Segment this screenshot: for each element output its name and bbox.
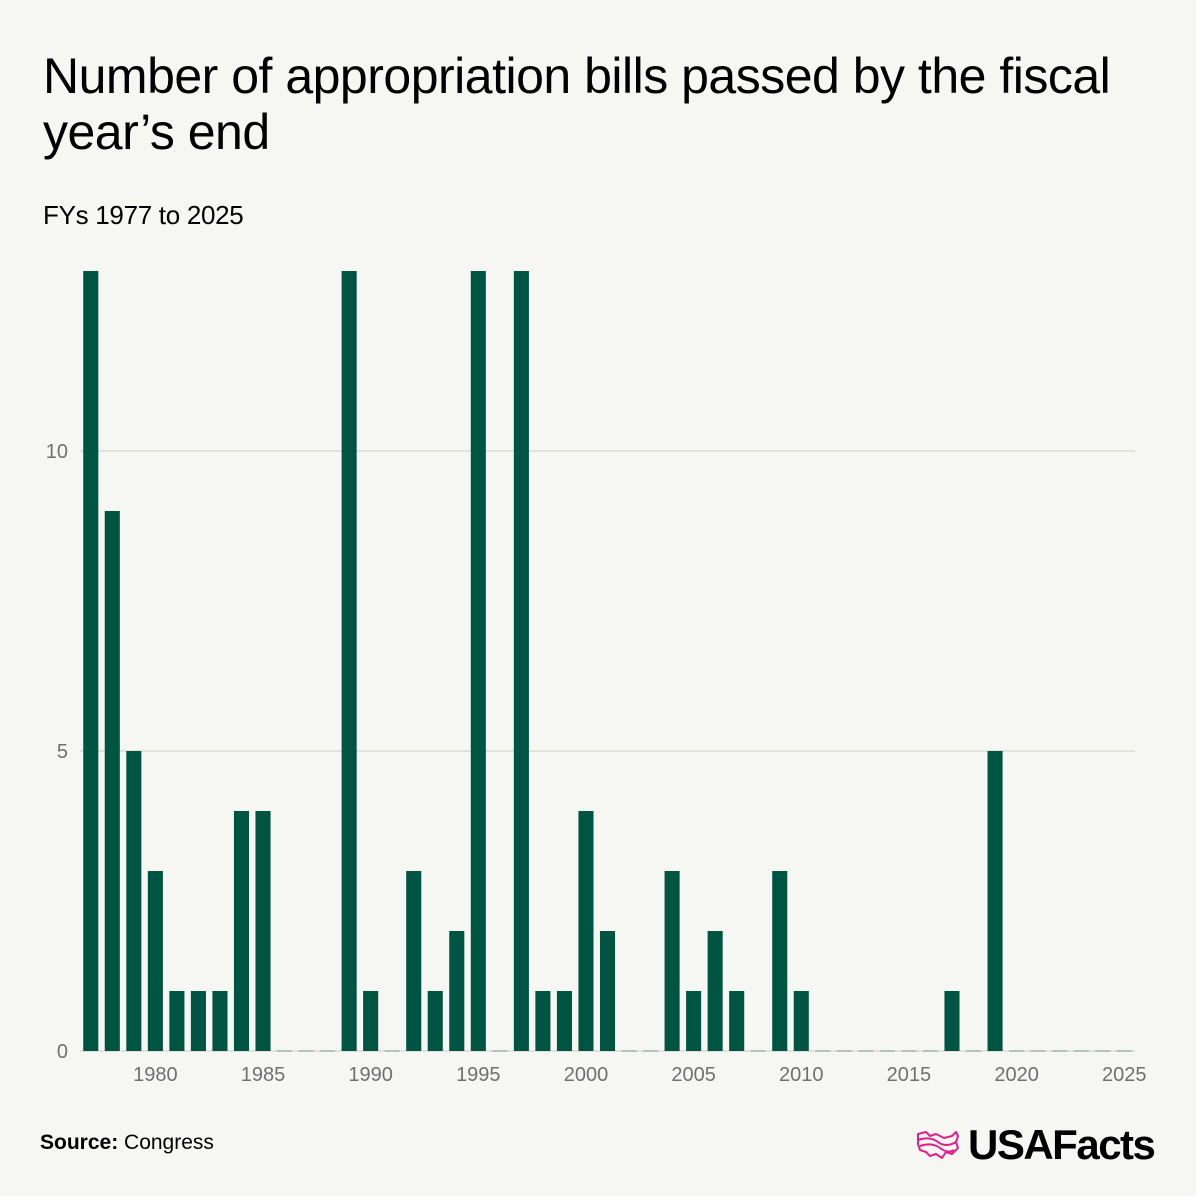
bar-1982 (190, 991, 206, 1051)
bar-2005 (686, 991, 702, 1051)
bar-1979 (126, 751, 142, 1051)
bar-1998 (535, 991, 551, 1051)
chart-title: Number of appropriation bills passed by … (43, 48, 1111, 160)
x-tick-label: 1980 (133, 1064, 178, 1086)
bar-1994 (449, 931, 465, 1051)
bar-2010 (793, 991, 809, 1051)
x-tick-label: 2000 (564, 1064, 609, 1086)
x-tick-label: 2010 (779, 1064, 824, 1086)
logo-text: USAFacts (968, 1121, 1156, 1168)
x-tick-label: 2025 (1102, 1064, 1147, 1086)
x-axis-ticks: 1980 1985 1990 1995 2000 2005 2010 2015 2020 2025 (133, 1064, 1146, 1086)
bar-2019 (987, 751, 1003, 1051)
bar-2009 (772, 871, 788, 1051)
source-value: Congress (124, 1131, 214, 1154)
x-tick-label: 2020 (994, 1064, 1039, 1086)
bar-1995 (470, 271, 486, 1051)
bar-chart: 0 5 10 1980 1985 1990 1995 2000 2005 2010 2015 202… (46, 271, 1146, 1086)
source-label: Source: (40, 1131, 119, 1154)
y-tick-label: 10 (46, 441, 68, 463)
bar-2007 (729, 991, 745, 1051)
x-tick-label: 2005 (671, 1064, 716, 1086)
chart-subtitle: FYs 1977 to 2025 (43, 200, 244, 230)
bars (83, 271, 1132, 1052)
bar-1985 (255, 811, 271, 1051)
bar-1997 (513, 271, 529, 1051)
bar-1984 (233, 811, 250, 1051)
bar-2017 (944, 991, 960, 1051)
x-tick-label: 1985 (241, 1064, 286, 1086)
bar-1981 (169, 991, 185, 1051)
bar-1999 (556, 991, 572, 1051)
bar-2006 (707, 931, 723, 1051)
x-tick-label: 1995 (456, 1064, 501, 1086)
bar-1980 (147, 871, 163, 1051)
bar-2001 (599, 931, 616, 1051)
usafacts-logo: USAFacts (916, 1121, 1156, 1168)
bar-2000 (578, 811, 594, 1051)
bar-1983 (212, 991, 228, 1051)
y-tick-label: 5 (57, 741, 68, 763)
bar-1993 (427, 991, 443, 1051)
x-tick-label: 1990 (348, 1064, 393, 1086)
bar-1990 (363, 991, 379, 1051)
us-map-icon (917, 1131, 959, 1159)
bar-1978 (104, 511, 120, 1051)
bar-1977 (83, 271, 99, 1051)
y-axis-ticks: 0 5 10 (46, 441, 68, 1063)
bar-1992 (406, 871, 422, 1051)
x-tick-label: 2015 (887, 1064, 932, 1086)
y-tick-label: 0 (57, 1041, 68, 1063)
gridlines (80, 450, 1135, 752)
bar-2004 (664, 871, 680, 1051)
bar-1989 (341, 271, 357, 1051)
source-note: Source: Congress (40, 1131, 214, 1155)
